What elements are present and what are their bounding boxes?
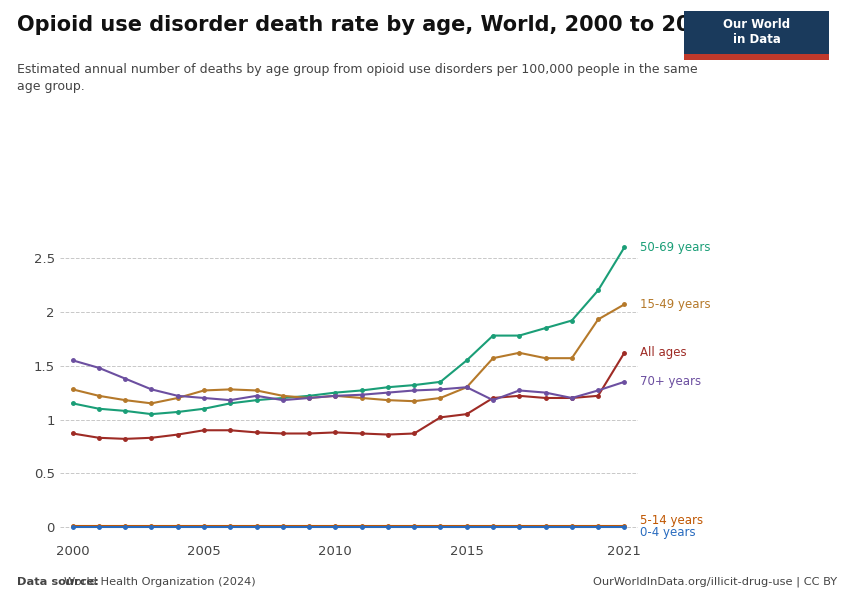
Text: All ages: All ages — [640, 346, 687, 359]
Text: Opioid use disorder death rate by age, World, 2000 to 2021: Opioid use disorder death rate by age, W… — [17, 15, 719, 35]
Text: Data source:: Data source: — [17, 577, 103, 587]
Text: OurWorldInData.org/illicit-drug-use | CC BY: OurWorldInData.org/illicit-drug-use | CC… — [593, 576, 837, 587]
Text: 15-49 years: 15-49 years — [640, 298, 711, 311]
Text: Estimated annual number of deaths by age group from opioid use disorders per 100: Estimated annual number of deaths by age… — [17, 63, 698, 93]
Text: World Health Organization (2024): World Health Organization (2024) — [64, 577, 255, 587]
Text: 0-4 years: 0-4 years — [640, 526, 696, 539]
Text: 70+ years: 70+ years — [640, 376, 701, 388]
Text: 50-69 years: 50-69 years — [640, 241, 711, 254]
Text: 5-14 years: 5-14 years — [640, 514, 703, 527]
Text: Our World: Our World — [723, 17, 790, 31]
Text: in Data: in Data — [733, 33, 780, 46]
